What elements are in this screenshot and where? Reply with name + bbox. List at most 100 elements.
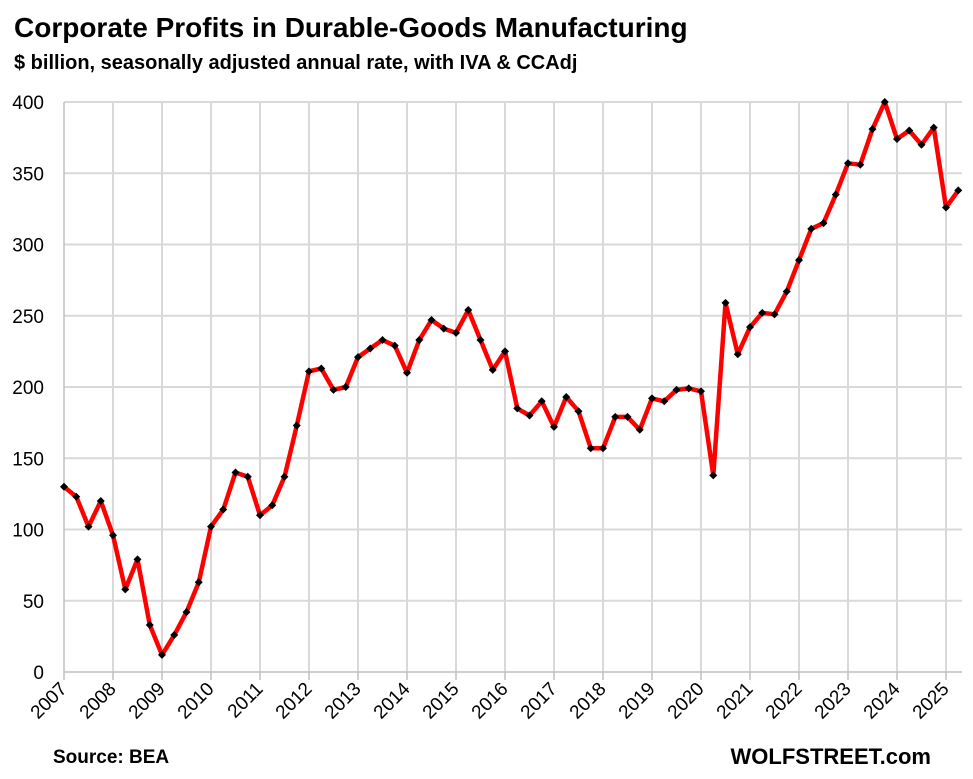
y-tick-labels: 0 50 100 150 200 250 300 350 400 bbox=[12, 93, 44, 684]
data-point bbox=[611, 412, 620, 421]
data-point bbox=[709, 471, 718, 480]
series-line-layer bbox=[61, 99, 961, 658]
data-point bbox=[880, 98, 889, 106]
data-point bbox=[439, 324, 448, 333]
y-tick-label: 300 bbox=[12, 236, 44, 257]
data-point bbox=[537, 397, 546, 406]
data-point bbox=[660, 397, 669, 406]
y-tick-label: 250 bbox=[12, 307, 44, 328]
data-point bbox=[623, 412, 632, 421]
x-tick-labels: 2007 2008 2009 2010 2011 2012 2013 2014 2015 2016… bbox=[27, 678, 954, 723]
data-point bbox=[905, 126, 914, 135]
data-point bbox=[672, 385, 681, 394]
x-tick-label: 2023 bbox=[811, 679, 856, 724]
data-point bbox=[415, 335, 424, 344]
x-tick-label: 2016 bbox=[468, 679, 513, 724]
data-point bbox=[550, 422, 558, 431]
x-tick-label: 2011 bbox=[224, 679, 268, 723]
data-point bbox=[158, 650, 166, 659]
data-point bbox=[476, 335, 485, 344]
data-point bbox=[574, 407, 583, 416]
data-point bbox=[121, 585, 130, 594]
data-point bbox=[280, 472, 289, 481]
y-tick-label: 400 bbox=[12, 93, 44, 114]
data-point bbox=[586, 444, 595, 453]
data-point bbox=[525, 411, 534, 420]
data-point bbox=[929, 123, 938, 132]
data-point bbox=[942, 203, 950, 212]
data-point bbox=[758, 308, 767, 317]
data-point bbox=[648, 394, 656, 403]
data-point bbox=[795, 256, 803, 265]
data-point bbox=[635, 425, 644, 434]
data-point bbox=[684, 384, 693, 393]
data-point bbox=[207, 522, 215, 531]
wolfstreet-watermark: WOLFSTREET.com bbox=[730, 744, 931, 769]
data-point bbox=[256, 511, 264, 520]
data-point bbox=[317, 364, 326, 373]
x-tick-label: 2012 bbox=[272, 679, 317, 724]
y-tick-label: 350 bbox=[12, 164, 44, 185]
data-markers bbox=[60, 98, 963, 659]
x-tick-label: 2009 bbox=[125, 679, 170, 724]
data-point bbox=[427, 316, 436, 325]
data-point bbox=[72, 492, 81, 501]
data-point bbox=[452, 328, 460, 337]
y-tick-label: 50 bbox=[23, 592, 44, 613]
data-point bbox=[243, 472, 252, 481]
data-point bbox=[782, 287, 791, 296]
x-tick-label: 2014 bbox=[370, 678, 415, 723]
data-point bbox=[268, 501, 277, 510]
grid-lines bbox=[64, 101, 962, 672]
data-point bbox=[170, 630, 179, 639]
data-point bbox=[305, 367, 313, 376]
data-point bbox=[378, 335, 387, 344]
data-point bbox=[856, 160, 865, 169]
axes bbox=[63, 102, 962, 680]
y-tick-label: 100 bbox=[12, 521, 44, 542]
data-point bbox=[194, 578, 203, 587]
data-point bbox=[831, 190, 840, 199]
data-point bbox=[733, 350, 742, 359]
data-point bbox=[60, 482, 68, 491]
data-point bbox=[219, 505, 228, 514]
data-point bbox=[746, 323, 754, 332]
y-tick-label: 0 bbox=[33, 663, 44, 684]
x-tick-label: 2010 bbox=[174, 679, 219, 724]
data-point bbox=[109, 531, 117, 540]
data-point bbox=[403, 368, 411, 377]
x-tick-label: 2018 bbox=[566, 679, 611, 724]
data-point bbox=[464, 306, 473, 315]
data-point bbox=[366, 344, 375, 353]
data-point bbox=[488, 365, 497, 374]
data-point bbox=[807, 224, 816, 233]
data-point bbox=[819, 219, 828, 228]
x-tick-label: 2013 bbox=[321, 679, 366, 724]
series-line bbox=[61, 99, 961, 658]
data-point bbox=[893, 135, 901, 144]
data-point bbox=[599, 444, 607, 453]
data-point bbox=[231, 468, 240, 477]
data-point bbox=[341, 383, 350, 391]
data-point bbox=[292, 421, 301, 430]
y-tick-label: 200 bbox=[12, 378, 44, 399]
data-point bbox=[513, 404, 522, 413]
data-point bbox=[917, 140, 926, 149]
x-tick-label: 2007 bbox=[27, 679, 72, 724]
data-point bbox=[84, 522, 93, 531]
source-note: Source: BEA bbox=[53, 747, 170, 768]
data-point bbox=[770, 310, 779, 319]
data-point bbox=[562, 392, 571, 401]
x-tick-label: 2022 bbox=[762, 679, 807, 724]
chart-subtitle: $ billion, seasonally adjusted annual ra… bbox=[14, 52, 578, 74]
x-tick-label: 2019 bbox=[615, 679, 660, 724]
x-tick-label: 2024 bbox=[860, 678, 905, 723]
x-tick-label: 2015 bbox=[419, 679, 464, 724]
data-point bbox=[182, 608, 191, 617]
data-point bbox=[954, 186, 963, 195]
x-tick-label: 2025 bbox=[909, 679, 954, 724]
data-point bbox=[501, 347, 509, 356]
data-point bbox=[133, 555, 142, 564]
data-point bbox=[844, 159, 852, 168]
